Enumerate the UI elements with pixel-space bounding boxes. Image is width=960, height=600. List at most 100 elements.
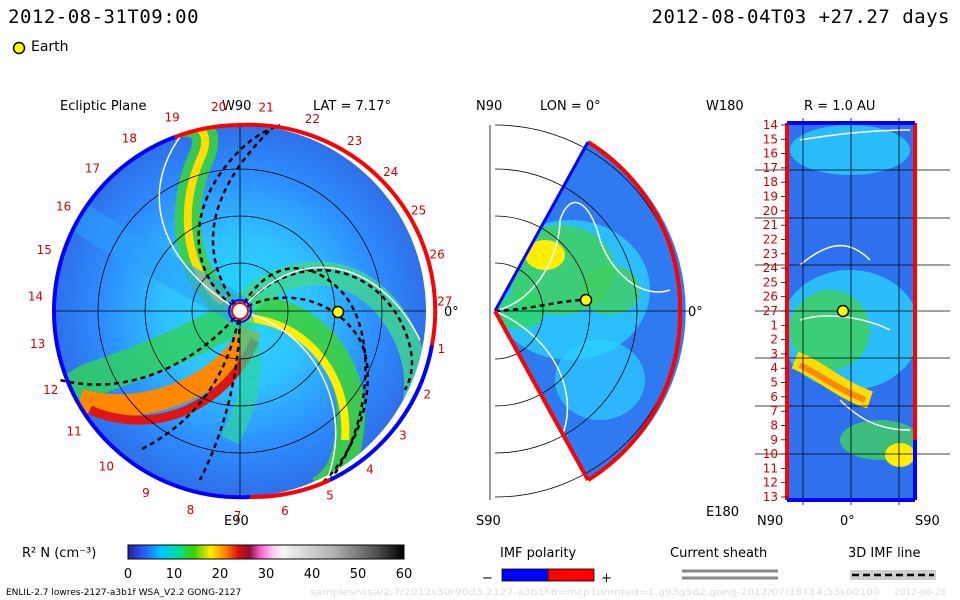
radial-row-label: 25 — [763, 275, 778, 289]
carrington-label: 20 — [211, 100, 226, 114]
current-sheath-title: Current sheath — [670, 546, 767, 561]
run-date-footer: 2012-08-26 — [894, 588, 947, 598]
carrington-longitude-labels: 20 21222324252627123456789101112131415161… — [28, 100, 453, 523]
earth-marker-ecliptic — [331, 305, 345, 319]
carrington-label: 14 — [28, 290, 43, 304]
radial-row-label: 6 — [770, 390, 778, 404]
carrington-label: 7 — [234, 509, 242, 523]
radial-row-label: 12 — [763, 476, 778, 490]
earth-marker-meridional — [579, 293, 593, 307]
carrington-label: 24 — [383, 165, 398, 179]
carrington-label: 25 — [411, 204, 426, 218]
carrington-label: 13 — [30, 337, 45, 351]
carrington-label: 22 — [305, 112, 320, 126]
colorbar-tick-label: 10 — [166, 567, 183, 582]
ecliptic-zero-label: 0° — [444, 305, 459, 320]
colorbar-tick-label: 20 — [212, 567, 229, 582]
radial-row-label: 5 — [770, 376, 778, 390]
radial-row-label: 23 — [763, 247, 778, 261]
carrington-label: 26 — [429, 248, 444, 262]
carrington-label: 18 — [122, 131, 137, 145]
run-path-footer: samples/wsa/2.7/2012s30r90d3.2127-a3b1f.… — [310, 588, 880, 598]
radial-row-label: 21 — [763, 218, 778, 232]
radial-row-label: 19 — [763, 190, 778, 204]
imf-polarity-title: IMF polarity — [500, 546, 576, 561]
radial-row-label: 11 — [763, 461, 778, 475]
imf-plus: + — [601, 571, 612, 586]
carrington-label: 3 — [399, 428, 407, 442]
radial-carrington-labels: 1415161718192021222324252627123456789101… — [763, 118, 787, 504]
radial-row-label: 17 — [763, 161, 778, 175]
colorbar — [127, 544, 405, 560]
carrington-label: 19 — [164, 111, 179, 125]
radial-row-label: 26 — [763, 290, 778, 304]
radial-row-label: 24 — [763, 261, 778, 275]
radial-density-map — [755, 118, 950, 505]
colorbar-tick-label: 30 — [258, 567, 275, 582]
imf-line-swatch — [850, 570, 936, 580]
radial-row-label: 4 — [770, 361, 778, 375]
carrington-label: 21 — [259, 101, 274, 115]
colorbar-tick-label: 40 — [304, 567, 321, 582]
carrington-label: 1 — [438, 342, 446, 356]
model-time: 2012-08-31T09:00 — [8, 6, 200, 28]
colorbar-tick-label: 50 — [350, 567, 367, 582]
imf-line-title: 3D IMF line — [848, 546, 921, 561]
radial-top-label: W180 — [706, 99, 744, 114]
colorbar-label: R² N (cm⁻³) — [22, 546, 96, 561]
radial-row-label: 27 — [763, 304, 778, 318]
ecliptic-density-map — [51, 122, 438, 500]
carrington-label: 2 — [423, 387, 431, 401]
carrington-label: 8 — [187, 503, 195, 517]
meridional-bottom-label: S90 — [476, 514, 501, 529]
radial-row-label: 9 — [770, 433, 778, 447]
carrington-label: 4 — [366, 463, 374, 477]
carrington-label: 15 — [37, 243, 52, 257]
meridional-top-label: N90 — [476, 99, 502, 114]
model-info-footer: ENLIL-2.7 lowres-2127-a3b1f WSA_V2.2 GON… — [6, 588, 241, 598]
carrington-label: 12 — [43, 383, 58, 397]
carrington-label: 9 — [142, 486, 150, 500]
radial-row-label: 14 — [763, 118, 778, 132]
radial-row-label: 1 — [770, 318, 778, 332]
ecliptic-lat: LAT = 7.17° — [313, 99, 391, 114]
earth-legend-icon — [12, 40, 26, 55]
radial-bottom-label: E180 — [706, 505, 739, 520]
radial-r: R = 1.0 AU — [804, 99, 875, 114]
colorbar-tick-label: 0 — [124, 567, 132, 582]
imf-negative-swatch — [501, 568, 549, 582]
meridional-zero-label: 0° — [688, 305, 703, 320]
radial-x-right: S90 — [915, 514, 940, 529]
radial-row-label: 8 — [770, 419, 778, 433]
carrington-label: 11 — [67, 425, 82, 439]
radial-row-label: 16 — [763, 147, 778, 161]
reference-time: 2012-08-04T03 +27.27 days — [651, 6, 950, 28]
carrington-label: 10 — [99, 460, 114, 474]
ecliptic-title: Ecliptic Plane — [60, 99, 146, 114]
colorbar-tick-label: 60 — [396, 567, 413, 582]
radial-row-label: 13 — [763, 490, 778, 504]
radial-x-mid: 0° — [840, 514, 855, 529]
carrington-label: 27 — [437, 295, 452, 309]
radial-row-label: 2 — [770, 333, 778, 347]
carrington-label: 6 — [281, 504, 289, 518]
colorbar-ticks: 0 10 20 30 40 50 60 — [124, 567, 412, 582]
meridional-density-map — [489, 124, 690, 500]
earth-legend-label: Earth — [31, 39, 69, 55]
carrington-label: 5 — [326, 488, 334, 502]
earth-marker-radial — [836, 304, 850, 318]
ecliptic-bottom-label: E90 — [224, 514, 249, 529]
radial-row-label: 7 — [770, 404, 778, 418]
radial-row-label: 15 — [763, 132, 778, 146]
carrington-label: 23 — [347, 134, 362, 148]
radial-row-label: 18 — [763, 175, 778, 189]
current-sheath-swatch — [682, 569, 778, 580]
meridional-lon: LON = 0° — [540, 99, 601, 114]
radial-x-left: N90 — [757, 514, 783, 529]
radial-row-label: 22 — [763, 233, 778, 247]
ecliptic-top-label: W90 — [222, 99, 251, 114]
carrington-label: 17 — [85, 162, 100, 176]
radial-row-label: 3 — [770, 347, 778, 361]
imf-positive-swatch — [547, 568, 595, 582]
